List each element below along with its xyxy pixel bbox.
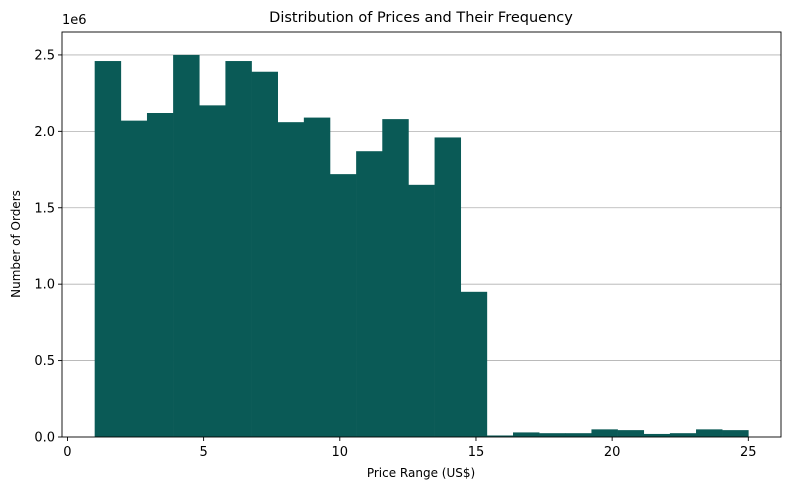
y-tick-label: 1.5: [34, 201, 55, 216]
histogram-bar: [408, 184, 435, 437]
x-tick-label: 25: [740, 445, 757, 460]
histogram-bar: [277, 122, 305, 438]
histogram-bar: [94, 61, 122, 438]
histogram-bar: [591, 429, 618, 437]
histogram-bar: [120, 120, 148, 437]
plot-frame: [61, 31, 782, 438]
y-axis-offset-label: 1e6: [62, 13, 87, 28]
histogram-bar: [722, 430, 749, 437]
x-axis-label: Price Range (US$): [367, 466, 475, 480]
histogram-bar: [460, 291, 488, 437]
histogram-bar: [539, 433, 566, 437]
histogram-bar: [146, 113, 174, 437]
tick-marks: 0 5 10 15 20 25 0.0 0.5 1.0 1.5 2.0 2.5: [34, 48, 756, 460]
histogram-bar: [303, 117, 331, 438]
histogram-bar: [199, 105, 226, 437]
axes: [61, 31, 782, 438]
histogram-bar: [669, 433, 697, 437]
histogram-bar: [643, 433, 671, 437]
histogram-bar: [225, 61, 252, 438]
histogram-bar: [513, 432, 540, 437]
x-tick-label: 15: [468, 445, 485, 460]
x-tick-label: 20: [604, 445, 621, 460]
x-tick-label: 0: [63, 445, 71, 460]
histogram-bar: [382, 119, 409, 437]
y-axis-label: Number of Orders: [9, 190, 23, 298]
histogram-bar: [617, 430, 645, 437]
histogram-bar: [173, 54, 200, 437]
chart-title: Distribution of Prices and Their Frequen…: [269, 10, 573, 26]
y-tick-label: 0.0: [34, 431, 55, 446]
y-tick-label: 0.5: [34, 354, 55, 369]
histogram-bars: [94, 54, 749, 438]
y-tick-label: 2.5: [34, 48, 55, 63]
x-tick-label: 10: [332, 445, 349, 460]
histogram-bar: [251, 71, 278, 438]
y-tick-label: 1.0: [34, 278, 55, 293]
histogram-bar: [434, 137, 462, 438]
histogram-bar: [696, 429, 723, 437]
y-tick-label: 2.0: [34, 125, 55, 140]
x-tick-label: 5: [199, 445, 207, 460]
histogram-bar: [356, 151, 383, 437]
histogram-bar: [486, 435, 514, 437]
histogram-bar: [565, 433, 592, 437]
histogram-bar: [329, 174, 357, 437]
